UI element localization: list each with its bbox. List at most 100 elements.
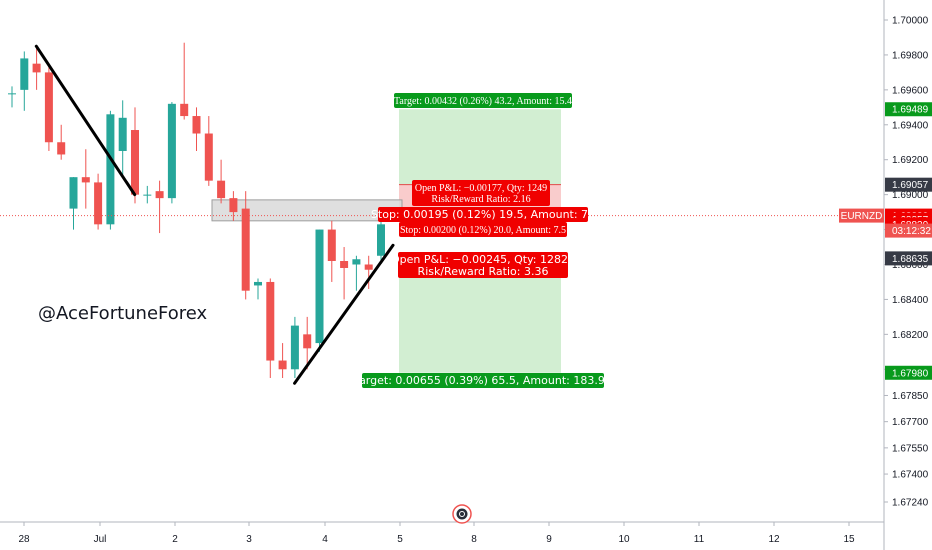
time-tick-label: 15 xyxy=(843,534,855,545)
price-tick-label: 1.69800 xyxy=(892,50,929,61)
countdown-tag: 03:12:32 xyxy=(885,223,932,238)
time-tick-label: 4 xyxy=(322,534,328,545)
price-tick-label: 1.67550 xyxy=(892,443,929,454)
short-stop-label: Stop: 0.00200 (0.12%) 20.0, Amount: 7.5 xyxy=(399,222,567,237)
candle xyxy=(131,107,139,204)
price-tag-bg xyxy=(885,177,932,192)
candle xyxy=(340,247,349,300)
candle xyxy=(290,316,299,379)
candle-body xyxy=(32,63,41,73)
price-tick-label: 1.67240 xyxy=(892,498,929,509)
candle-body xyxy=(167,103,176,199)
replay-icon-dot xyxy=(459,511,465,517)
time-tick-label: 10 xyxy=(618,534,630,545)
long-target-label-text: Target: 0.00655 (0.39%) 65.5, Amount: 18… xyxy=(353,374,612,387)
short-stop-label-bg xyxy=(399,222,567,237)
price-tick-label: 1.69400 xyxy=(892,120,929,131)
time-tick-label: Jul xyxy=(94,534,107,545)
candle xyxy=(377,220,385,261)
candle xyxy=(364,255,373,289)
candle-body xyxy=(327,229,336,261)
candle-body xyxy=(94,182,103,225)
time-tick-label: 2 xyxy=(172,534,178,545)
price-tag-bg xyxy=(885,365,932,380)
candle xyxy=(192,107,201,151)
price-tag: 1.69057 xyxy=(885,177,932,192)
symbol-tag: EURNZD xyxy=(839,208,884,223)
price-tick-label: 1.69600 xyxy=(892,85,929,96)
short-stop-label-text: Stop: 0.00200 (0.12%) 20.0, Amount: 7.5 xyxy=(400,225,566,236)
time-tick-label: 12 xyxy=(768,534,780,545)
candle xyxy=(44,63,53,151)
price-tag-bg xyxy=(885,102,932,117)
long-pnl-bg xyxy=(398,252,568,278)
candle xyxy=(143,185,152,204)
candle xyxy=(303,316,312,370)
candle-body xyxy=(315,229,324,344)
candle xyxy=(20,51,29,111)
candle xyxy=(8,86,16,108)
candle-body xyxy=(57,142,66,155)
candle-body xyxy=(290,325,299,370)
price-tag: 1.67980 xyxy=(885,365,932,380)
price-tick-label: 1.68400 xyxy=(892,295,929,306)
long-stop-label-text: Stop: 0.00195 (0.12%) 19.5, Amount: 75 xyxy=(371,208,595,221)
candle xyxy=(254,278,262,300)
candle-body xyxy=(229,198,238,213)
short-pnl-bg xyxy=(412,180,550,206)
candle xyxy=(32,46,41,90)
long-pnl-text: Open P&L: −0.00245, Qty: 12820 xyxy=(391,253,575,266)
candle-body xyxy=(180,103,189,117)
time-tick-label: 28 xyxy=(18,534,30,545)
candle-body xyxy=(364,264,373,270)
countdown-bg xyxy=(885,223,932,238)
candle-body xyxy=(143,194,152,196)
candle xyxy=(266,278,275,379)
price-tag-text: 1.68635 xyxy=(892,254,929,265)
candle-body xyxy=(20,58,29,90)
candle xyxy=(69,177,78,230)
short-rr-text: Risk/Reward Ratio: 2.16 xyxy=(431,194,530,205)
price-tick-label: 1.67700 xyxy=(892,417,929,428)
candle-body xyxy=(340,261,349,268)
candle-body xyxy=(155,191,164,199)
candle-body xyxy=(303,334,312,349)
downtrend-line xyxy=(34,44,137,197)
short-pnl-text: Open P&L: −0.00177, Qty: 1249 xyxy=(415,183,547,194)
short-target-label-text: Target: 0.00432 (0.26%) 43.2, Amount: 15… xyxy=(394,96,572,107)
time-tick-label: 8 xyxy=(471,534,477,545)
candle xyxy=(278,343,287,379)
time-tick-label: 5 xyxy=(397,534,403,545)
candle xyxy=(241,191,250,300)
price-tick-label: 1.68600 xyxy=(892,260,929,271)
price-tag-text: 1.67980 xyxy=(892,368,929,379)
price-tick-label: 1.68200 xyxy=(892,330,929,341)
price-tag-text: 1.69057 xyxy=(892,180,929,191)
long-rr-text: Risk/Reward Ratio: 3.36 xyxy=(418,265,549,278)
candle-body xyxy=(81,177,90,183)
uptrend-line xyxy=(293,243,395,385)
price-tick-label: 1.69200 xyxy=(892,155,929,166)
candle-body xyxy=(8,93,16,95)
candle xyxy=(352,255,361,291)
short-target-label: Target: 0.00432 (0.26%) 43.2, Amount: 15… xyxy=(394,93,572,108)
replay-icon[interactable] xyxy=(452,504,472,524)
candle-body xyxy=(204,133,213,181)
candle-body xyxy=(69,177,78,209)
long-target-label: Target: 0.00655 (0.39%) 65.5, Amount: 18… xyxy=(353,373,612,388)
candle-body xyxy=(192,116,201,134)
candle xyxy=(180,42,189,120)
candle-body xyxy=(377,224,385,256)
candle xyxy=(94,173,103,230)
candle xyxy=(229,191,238,221)
candle xyxy=(217,159,226,204)
author-watermark: @AceFortuneForex xyxy=(38,303,208,324)
price-tag-text: 1.69489 xyxy=(892,105,929,116)
candle xyxy=(106,110,115,230)
candle xyxy=(327,220,336,282)
candle-body xyxy=(44,72,53,143)
price-tag: 1.69489 xyxy=(885,102,932,117)
countdown-text: 03:12:32 xyxy=(892,226,931,237)
short-target-zone xyxy=(399,109,561,185)
